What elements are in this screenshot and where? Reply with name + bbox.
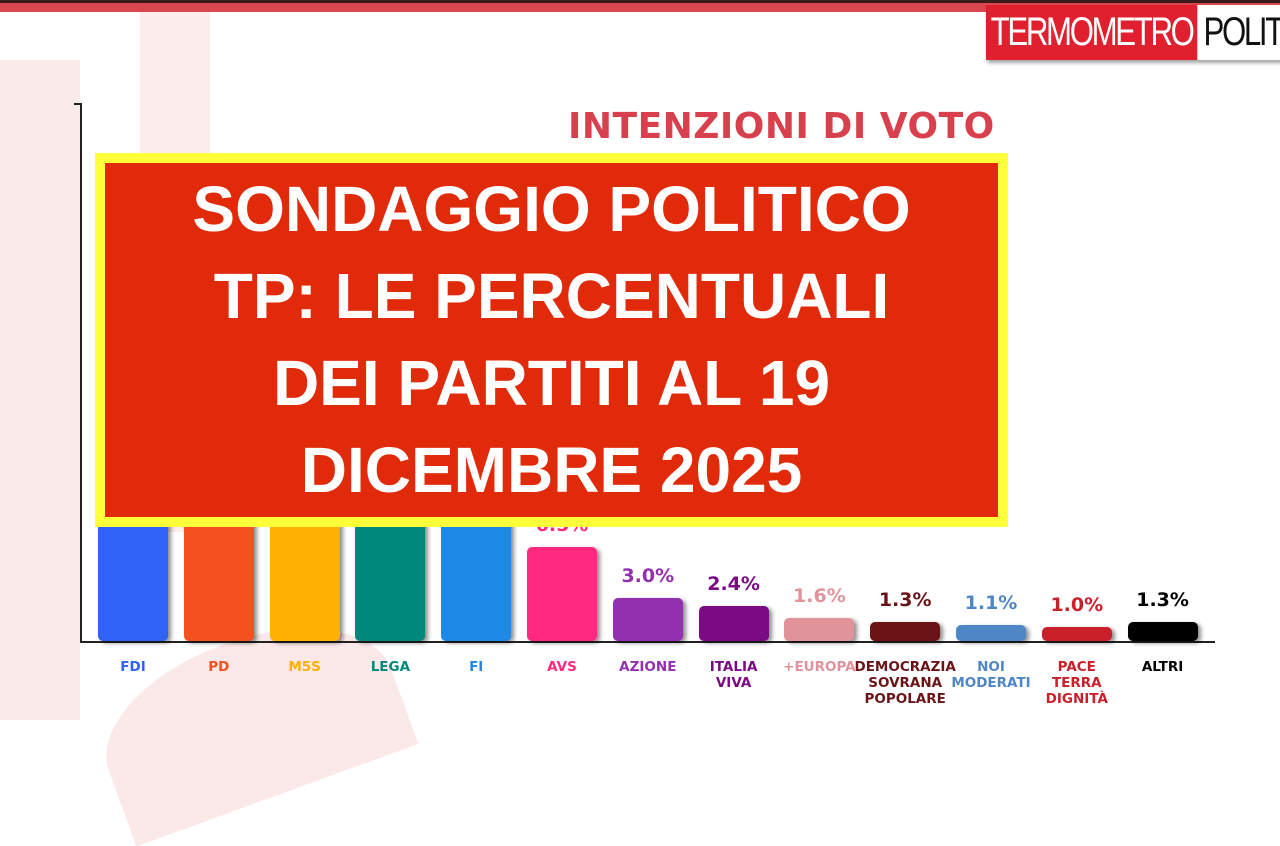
category-label: ITALIA VIVA	[709, 659, 758, 691]
value-label: 3.0%	[621, 564, 675, 587]
bar	[527, 547, 597, 641]
category-label: ALTRI	[1141, 659, 1184, 675]
value-label: 2.4%	[707, 573, 760, 596]
bar	[956, 625, 1026, 641]
headline-banner: SONDAGGIO POLITICO TP: LE PERCENTUALI DE…	[95, 153, 1008, 527]
category-label: AZIONE	[619, 659, 677, 675]
category-label: NOI MODERATI	[951, 659, 1031, 691]
bar	[870, 622, 941, 641]
value-label: 1.3%	[878, 589, 932, 612]
category-label: DEMOCRAZIA SOVRANA POPOLARE	[854, 659, 956, 707]
bar	[612, 597, 683, 641]
category-label: M5S	[288, 659, 321, 675]
chart-title: INTENZIONI DI VOTO	[568, 106, 995, 147]
category-label: +EUROPA	[783, 659, 856, 675]
value-label: 1.6%	[793, 584, 846, 607]
background-shape	[0, 60, 80, 720]
value-label: 1.0%	[1050, 593, 1104, 616]
value-label: 1.3%	[1136, 589, 1189, 612]
category-label: PD	[208, 659, 230, 675]
x-axis	[80, 641, 1215, 643]
bar	[784, 617, 855, 641]
category-label: AVS	[547, 659, 577, 675]
bar	[1041, 626, 1112, 641]
y-axis	[80, 103, 82, 642]
top-bar	[0, 0, 1280, 12]
headline-text: SONDAGGIO POLITICO TP: LE PERCENTUALI DE…	[192, 173, 911, 506]
category-label: FDI	[120, 659, 146, 675]
bar	[698, 606, 769, 641]
bar	[1127, 622, 1198, 641]
category-label: LEGA	[370, 659, 411, 675]
category-label: FI	[469, 659, 484, 675]
y-axis-tick	[74, 103, 82, 105]
logo-part-1: TERMOMETRO	[986, 5, 1198, 60]
value-label: 1.1%	[964, 592, 1018, 615]
logo-part-2: POLITICO	[1197, 5, 1280, 60]
category-label: PACE TERRA DIGNITÀ	[1045, 659, 1108, 707]
termometro-politico-logo: TERMOMETRO POLITICO	[986, 5, 1280, 60]
